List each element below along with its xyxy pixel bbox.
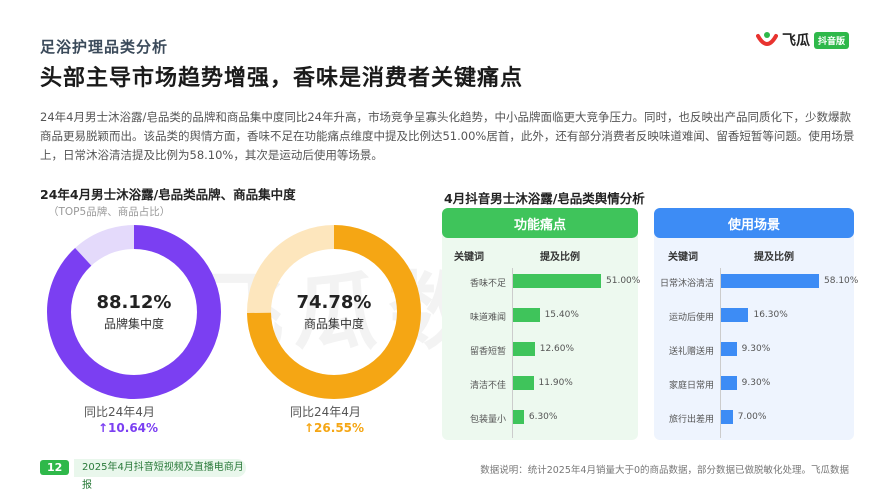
brand-logo: 飞瓜 抖音版	[755, 30, 849, 50]
logo-text: 飞瓜	[781, 33, 810, 49]
pain-points-panel: 功能痛点 关键词 提及比例 香味不足 51.00% 味道难闻 15.40% 留香短暂 12…	[442, 208, 641, 440]
bar-row: 家庭日常用 9.30%	[654, 376, 854, 392]
product-concentration-donut: 74.78% 商品集中度	[244, 222, 424, 402]
report-name: 2025年4月抖音短视频及直播电商月报	[74, 459, 246, 491]
donut-label: 品牌集中度	[103, 317, 164, 331]
page-headline: 头部主导市场趋势增强，香味是消费者关键痛点	[40, 66, 524, 91]
bar-keyword: 包装量小	[469, 415, 506, 425]
bar-value-label: 12.60%	[539, 344, 575, 354]
donut-label: 商品集中度	[303, 317, 364, 331]
bar-keyword: 送礼赠送用	[668, 347, 714, 357]
bar-row: 清洁不佳 11.90%	[442, 376, 638, 392]
bar	[513, 376, 534, 390]
bar	[721, 376, 737, 390]
bar-value-label: 11.90%	[538, 378, 573, 388]
donut-value: 74.78%	[296, 292, 372, 313]
brand-concentration-donut: 88.12% 品牌集中度	[44, 222, 224, 402]
feigua-logo-icon	[755, 30, 778, 50]
yoy-label: 同比24年4月	[84, 405, 155, 419]
bar-value-label: 9.30%	[741, 378, 771, 388]
bar-value-label: 15.40%	[544, 310, 579, 320]
data-note: 数据说明：统计2025年4月销量大于0的商品数据，部分数据已做脱敏化处理。飞瓜数…	[480, 465, 849, 476]
bar-keyword: 旅行出差用	[668, 415, 714, 425]
bar-value-label: 16.30%	[753, 310, 788, 320]
bar-keyword: 清洁不佳	[469, 381, 506, 391]
bar-row: 运动后使用 16.30%	[654, 308, 854, 324]
product-yoy: 同比24年4月 ↑26.55%	[290, 404, 364, 436]
yoy-value: ↑10.64%	[98, 421, 159, 435]
concentration-title: 24年4月男士沐浴露/皂品类品牌、商品集中度	[40, 187, 296, 202]
panel-header: 使用场景	[654, 208, 854, 238]
panel-header: 功能痛点	[442, 208, 638, 238]
col-keyword: 关键词	[454, 252, 484, 263]
yoy-label: 同比24年4月	[290, 405, 361, 419]
logo-badge: 抖音版	[813, 31, 849, 49]
axis-line	[512, 268, 513, 438]
donut-arc	[247, 225, 421, 399]
bar	[721, 274, 819, 288]
bar-row: 送礼赠送用 9.30%	[654, 342, 854, 358]
bar-keyword: 家庭日常用	[668, 381, 714, 391]
yoy-value: ↑26.55%	[304, 421, 365, 435]
donut-value: 88.12%	[96, 292, 172, 313]
bar-value-label: 7.00%	[737, 412, 767, 422]
section-title: 足浴护理品类分析	[40, 38, 169, 56]
bar	[513, 410, 524, 424]
bar-keyword: 运动后使用	[668, 313, 714, 323]
bar-keyword: 香味不足	[469, 279, 506, 289]
bar-keyword: 留香短暂	[469, 347, 506, 357]
bar	[513, 308, 540, 322]
bar-value-label: 6.30%	[528, 412, 558, 422]
bar-keyword: 日常沐浴清洁	[659, 279, 714, 289]
bar-row: 香味不足 51.00%	[442, 274, 641, 290]
product-concentration-ring	[247, 225, 421, 399]
bar-value-label: 51.00%	[606, 276, 641, 286]
donut-arc	[47, 225, 221, 399]
bar-row: 旅行出差用 7.00%	[654, 410, 854, 426]
bar	[721, 410, 733, 424]
summary-paragraph: 24年4月男士沐浴露/皂品类的品牌和商品集中度同比24年升高，市场竞争呈寡头化趋…	[40, 110, 855, 162]
bar-value-label: 9.30%	[741, 344, 771, 354]
col-ratio: 提及比例	[540, 252, 580, 263]
bar	[721, 308, 749, 322]
col-keyword: 关键词	[668, 252, 698, 263]
bar-keyword: 味道难闻	[469, 313, 506, 323]
page-number: 12	[40, 460, 70, 475]
concentration-subtitle: （TOP5品牌、商品占比）	[48, 206, 171, 218]
bar-row: 日常沐浴清洁 58.10%	[654, 274, 858, 290]
bar-row: 包装量小 6.30%	[442, 410, 638, 426]
brand-yoy: 同比24年4月 ↑10.64%	[84, 404, 158, 436]
bar-row: 留香短暂 12.60%	[442, 342, 638, 358]
brand-concentration-ring	[47, 225, 221, 399]
sentiment-title: 4月抖音男士沐浴露/皂品类舆情分析	[444, 191, 645, 206]
col-ratio: 提及比例	[754, 252, 794, 263]
bar	[721, 342, 737, 356]
bar-value-label: 58.10%	[824, 276, 859, 286]
bar	[513, 274, 601, 288]
usage-scenes-panel: 使用场景 关键词 提及比例 日常沐浴清洁 58.10% 运动后使用 16.30% 送礼赠…	[654, 208, 858, 440]
bar-row: 味道难闻 15.40%	[442, 308, 638, 324]
axis-line	[720, 268, 721, 438]
bar	[513, 342, 535, 356]
